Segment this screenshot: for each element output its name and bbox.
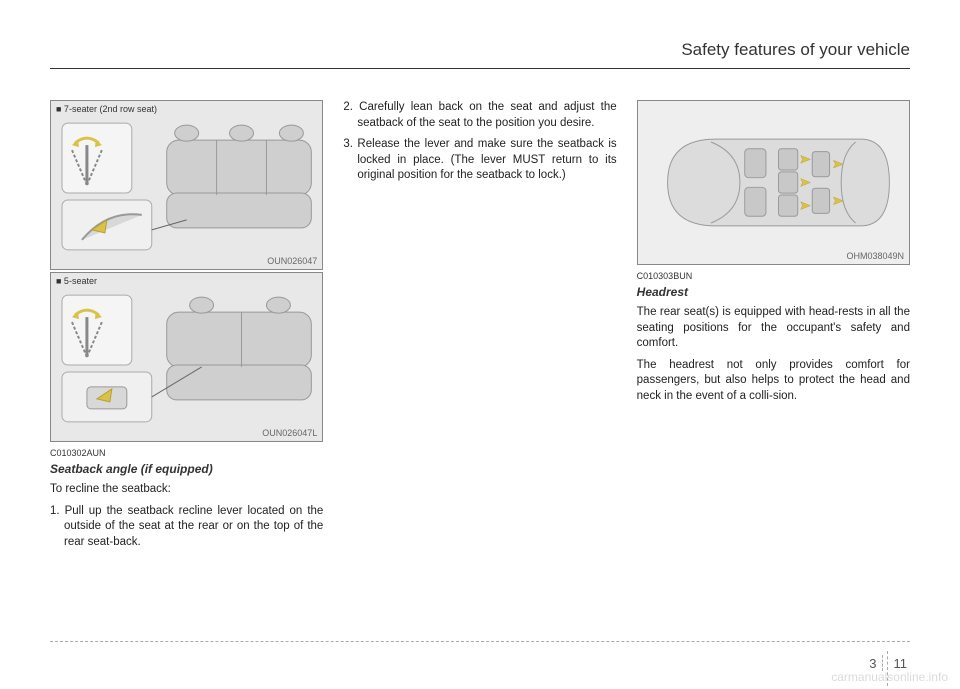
section-code: C010302AUN: [50, 448, 323, 458]
body-paragraph: The headrest not only provides comfort f…: [637, 358, 910, 405]
watermark-text: carmanualsonline.info: [831, 670, 948, 684]
numbered-step: 3. Release the lever and make sure the s…: [343, 137, 616, 184]
column-1: ■ 7-seater (2nd row seat): [50, 100, 323, 556]
figure-ref-code: OUN026047L: [262, 428, 317, 438]
page-number: 3 11: [866, 655, 910, 671]
content-columns: ■ 7-seater (2nd row seat): [50, 100, 910, 556]
page-footer: 3 11: [50, 641, 910, 671]
section-code: C010303BUN: [637, 271, 910, 281]
vehicle-top-view-icon: [644, 115, 903, 250]
figure-top-view: OHM038049N: [637, 100, 910, 265]
numbered-step: 1. Pull up the seatback recline lever lo…: [50, 504, 323, 551]
header-divider: [50, 68, 910, 69]
figure-7seater: ■ 7-seater (2nd row seat): [50, 100, 323, 270]
figure-caption-top: ■ 7-seater (2nd row seat): [56, 104, 157, 114]
figure-ref-code: OUN026047: [267, 256, 317, 266]
seat-illustration-icon: [57, 115, 316, 255]
page-header: Safety features of your vehicle: [50, 40, 910, 80]
figure-ref-code: OHM038049N: [846, 251, 904, 261]
figure-caption-top: ■ 5-seater: [56, 276, 97, 286]
body-paragraph: To recline the seatback:: [50, 482, 323, 498]
manual-page: Safety features of your vehicle ■ 7-seat…: [0, 0, 960, 689]
body-paragraph: The rear seat(s) is equipped with head-r…: [637, 305, 910, 352]
page-number-value: 11: [891, 656, 911, 671]
column-3: OHM038049N C010303BUN Headrest The rear …: [637, 100, 910, 556]
subheading: Seatback angle (if equipped): [50, 462, 323, 476]
seat-illustration-icon: [57, 287, 316, 427]
section-number: 3: [866, 656, 879, 671]
figure-5seater: ■ 5-seater: [50, 272, 323, 442]
numbered-step: 2. Carefully lean back on the seat and a…: [343, 100, 616, 131]
footer-divider: [50, 641, 910, 642]
subheading: Headrest: [637, 285, 910, 299]
column-2: 2. Carefully lean back on the seat and a…: [343, 100, 616, 556]
section-title: Safety features of your vehicle: [681, 40, 910, 60]
